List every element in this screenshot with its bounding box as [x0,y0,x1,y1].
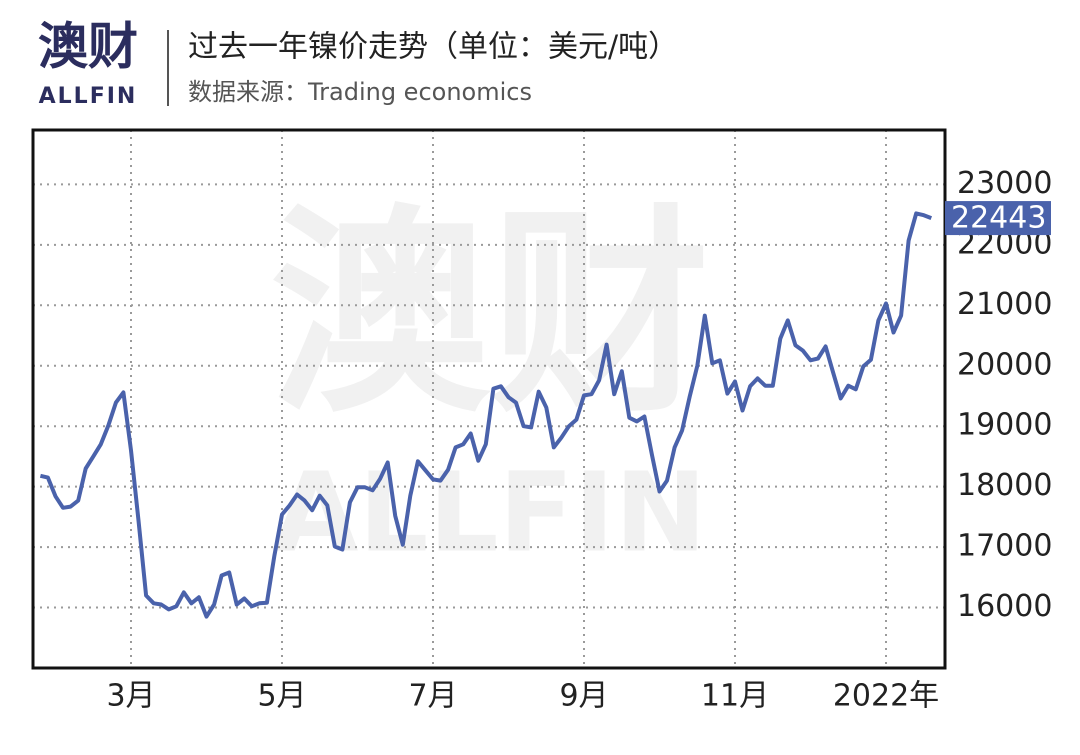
chart-title: 过去一年镍价走势（单位：美元/吨） [188,30,678,65]
y-tick-label: 20000 [957,347,1052,382]
y-tick-label: 16000 [957,589,1052,624]
last-value-box [945,201,1051,236]
y-tick-label: 17000 [957,529,1052,564]
watermark-sub: ALLFIN [273,448,706,576]
plot-frame [31,128,947,670]
x-tick-label: 2022年 [833,679,939,714]
logo-sub: ALLFIN [39,84,138,109]
chart-subtitle: 数据来源：Trading economics [188,78,532,106]
x-tick-label: 5月 [257,679,306,714]
plot [33,130,945,668]
y-tick-label: 18000 [957,468,1052,503]
x-tick-label: 3月 [106,679,155,714]
x-tick-label: 9月 [559,679,608,714]
line [39,211,933,619]
x-tick-label: 11月 [701,679,769,714]
x-tick-label: 7月 [408,679,457,714]
y-tick-label: 23000 [957,166,1052,201]
y-tick-label: 21000 [957,287,1052,322]
y-tick-label: 19000 [957,408,1052,443]
last-value-label: 22443 [951,201,1046,236]
logo-name: 澳财 [38,18,138,76]
